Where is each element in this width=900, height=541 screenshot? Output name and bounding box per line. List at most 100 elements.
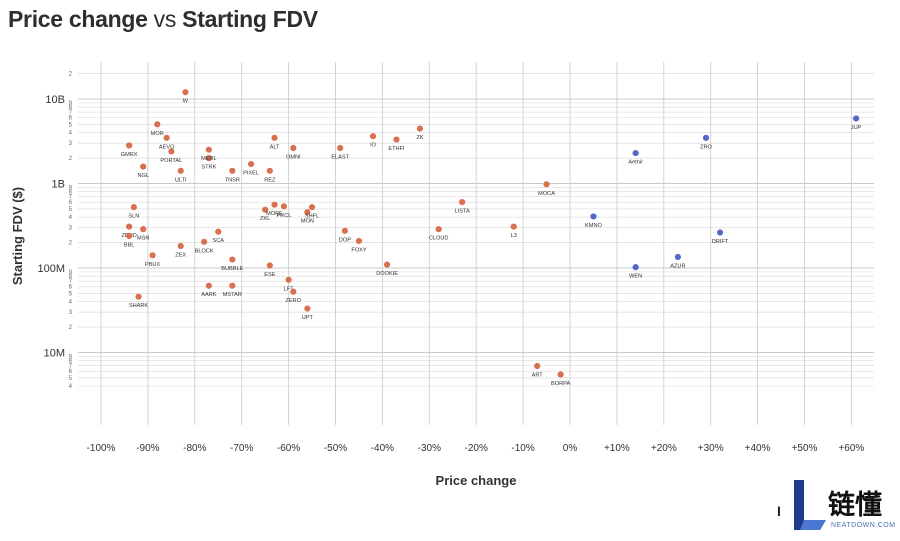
x-tick-label: -60% — [277, 443, 300, 454]
data-point — [163, 134, 170, 141]
data-point — [590, 213, 597, 220]
data-label: DOOKIE — [376, 271, 398, 277]
data-label: UPT — [302, 315, 314, 321]
watermark-logo — [794, 480, 826, 530]
data-point — [632, 264, 639, 271]
data-label: MOR — [151, 131, 164, 137]
x-axis-ticks: -100% -90% -80% -70% -60% -50% -40% -30% -20% -10… — [87, 443, 865, 454]
data-label: SHFL — [305, 214, 319, 220]
data-point — [702, 134, 710, 141]
y-minor-tick-label: 4 — [69, 384, 73, 390]
data-label: NGL — [137, 173, 149, 179]
data-point — [341, 227, 348, 234]
data-point — [632, 149, 639, 157]
data-label: LISTA — [455, 209, 470, 215]
y-minor-tick-label: 3 — [69, 310, 73, 316]
data-label: FOXY — [351, 247, 366, 253]
data-label: L3 — [511, 233, 517, 239]
y-minor-tick-label: 6 — [69, 200, 73, 206]
watermark-text: 链懂 — [828, 490, 882, 521]
y-axis-ticks: 456789234567892345678923456789210M100M1B… — [37, 72, 72, 391]
watermark-subtext: NEATDOWN.COM — [831, 522, 896, 529]
y-minor-tick-label: 9 — [69, 101, 73, 107]
data-point — [229, 282, 236, 289]
data-point — [266, 262, 273, 269]
x-tick-label: 0% — [563, 443, 578, 454]
data-point — [510, 223, 517, 230]
data-point — [383, 261, 391, 268]
y-minor-tick-label: 7 — [69, 195, 73, 201]
data-label: Aethir — [628, 160, 643, 166]
y-major-tick-label: 100M — [37, 263, 65, 275]
data-point — [337, 144, 344, 152]
data-label: PORTAL — [160, 158, 182, 164]
y-minor-tick-label: 7 — [69, 279, 73, 285]
data-point — [534, 362, 541, 370]
x-tick-label: +50% — [792, 443, 818, 454]
data-point — [355, 237, 363, 245]
data-label: MOCA — [538, 191, 555, 197]
y-minor-tick-label: 9 — [69, 185, 73, 191]
y-minor-tick-label: 9 — [69, 354, 73, 360]
y-minor-tick-label: 5 — [69, 376, 73, 382]
y-minor-tick-label: 2 — [69, 241, 73, 247]
x-tick-label: +60% — [838, 443, 864, 454]
y-minor-tick-label: 9 — [69, 270, 73, 276]
chart-title: Price change vs Starting FDV — [8, 6, 318, 32]
data-point — [229, 167, 236, 174]
x-tick-label: +10% — [604, 443, 630, 454]
data-point — [126, 232, 133, 239]
data-point — [271, 201, 278, 208]
x-tick-label: +20% — [651, 443, 677, 454]
x-tick-label: -50% — [324, 443, 347, 454]
data-point — [459, 198, 466, 206]
data-label: MSTAR — [223, 292, 242, 298]
data-label: W — [183, 99, 189, 105]
data-point — [674, 253, 681, 261]
data-label: ZKL — [260, 216, 270, 222]
data-point — [285, 276, 292, 283]
data-label: AEVO — [159, 144, 175, 150]
y-major-tick-label: 10B — [45, 94, 65, 106]
data-point — [177, 167, 184, 174]
data-label: ZRO — [700, 144, 712, 150]
x-tick-label: -80% — [183, 443, 206, 454]
x-tick-label: -100% — [87, 443, 116, 454]
data-label: DOP — [339, 237, 351, 243]
data-point — [304, 209, 311, 216]
x-tick-label: -40% — [371, 443, 394, 454]
data-label: KMNO — [585, 223, 602, 229]
y-minor-tick-label: 2 — [69, 325, 73, 331]
data-label: DRIFT — [712, 239, 729, 245]
y-minor-tick-label: 7 — [69, 110, 73, 116]
data-point — [271, 134, 278, 141]
y-minor-tick-label: 3 — [69, 141, 73, 147]
y-minor-tick-label: 8 — [69, 190, 73, 196]
data-point — [130, 204, 137, 211]
data-point — [182, 89, 189, 96]
data-label: ELAST — [331, 155, 349, 161]
y-minor-tick-label: 4 — [69, 131, 73, 137]
data-point — [290, 144, 297, 152]
x-axis-label: Price change — [436, 473, 517, 488]
data-label: JUP — [851, 125, 862, 131]
data-point — [247, 160, 255, 168]
data-point — [205, 155, 212, 162]
data-label: OMNI — [286, 155, 301, 161]
data-label: MERL — [201, 156, 217, 162]
data-label: PIXEL — [243, 171, 259, 177]
data-label: BORPA — [551, 381, 570, 387]
data-point — [304, 305, 311, 312]
data-label: WEN — [629, 274, 642, 280]
data-label: PBUX — [145, 262, 161, 268]
data-point — [369, 133, 377, 140]
y-minor-tick-label: 4 — [69, 300, 73, 306]
data-label: AARK — [201, 292, 217, 298]
x-tick-label: +30% — [698, 443, 724, 454]
data-label: LFT — [284, 286, 295, 292]
data-label: BBL — [124, 242, 135, 248]
y-minor-tick-label: 6 — [69, 369, 73, 375]
y-minor-tick-label: 2 — [69, 156, 73, 162]
data-label: ART — [532, 373, 544, 379]
